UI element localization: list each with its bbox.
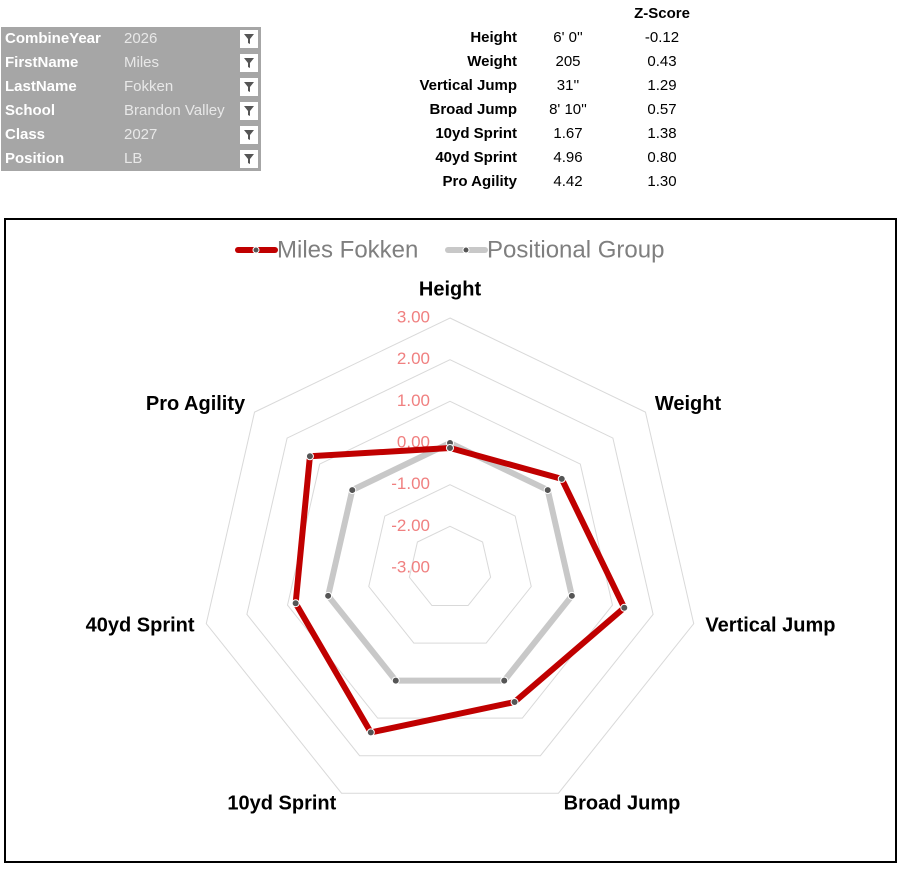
slicer-label: LastName xyxy=(5,78,77,95)
axis-label: Height xyxy=(419,278,482,300)
data-point xyxy=(557,474,566,483)
series-line xyxy=(292,445,628,736)
row-zscore: 0.80 xyxy=(647,149,676,166)
legend-label[interactable]: Miles Fokken xyxy=(277,236,418,263)
data-point xyxy=(567,591,576,600)
legend-label[interactable]: Positional Group xyxy=(487,236,664,263)
slicer-value: LB xyxy=(124,150,142,167)
slicer-row xyxy=(1,99,261,123)
row-label: Height xyxy=(470,29,517,46)
filter-icon xyxy=(244,82,254,92)
slicer-value: Brandon Valley xyxy=(124,102,225,119)
grid-ring xyxy=(368,484,532,644)
slicer-value: 2026 xyxy=(124,30,157,47)
legend-marker xyxy=(462,246,470,254)
slicer-label: School xyxy=(5,102,55,119)
y-tick-label: 1.00 xyxy=(397,391,430,410)
legend-marker xyxy=(252,246,260,254)
data-point xyxy=(620,603,629,612)
filter-icon xyxy=(244,58,254,68)
row-zscore: 0.57 xyxy=(647,101,676,118)
row-label: 10yd Sprint xyxy=(435,125,517,142)
series-line xyxy=(325,440,575,684)
y-tick-label: -2.00 xyxy=(391,516,430,535)
row-value: 1.67 xyxy=(553,125,582,142)
row-label: Weight xyxy=(467,53,517,70)
slicer-row xyxy=(1,51,261,75)
row-label: Vertical Jump xyxy=(419,77,517,94)
row-label: 40yd Sprint xyxy=(435,149,517,166)
data-point xyxy=(348,486,357,495)
axis-label: 40yd Sprint xyxy=(86,615,195,637)
axis-label: Broad Jump xyxy=(564,792,681,814)
data-point xyxy=(446,444,454,452)
row-zscore: 1.30 xyxy=(647,173,676,190)
slicer-label: FirstName xyxy=(5,54,78,71)
table-header: Z-Score xyxy=(634,5,690,22)
row-value: 4.42 xyxy=(553,173,582,190)
row-zscore: 0.43 xyxy=(647,53,676,70)
grid-ring xyxy=(205,317,695,794)
filter-icon xyxy=(244,130,254,140)
data-point xyxy=(324,591,333,600)
grid-ring xyxy=(408,525,492,607)
slicer-value: Fokken xyxy=(124,78,173,95)
grid-ring xyxy=(246,359,654,757)
slicer-label: Class xyxy=(5,126,45,143)
data-point xyxy=(391,676,400,685)
row-value: 31'' xyxy=(557,77,580,94)
slicer-label: Position xyxy=(5,150,64,167)
row-value: 6' 0'' xyxy=(553,29,583,46)
data-point xyxy=(305,452,314,461)
slicer-value: 2027 xyxy=(124,126,157,143)
row-zscore: 1.38 xyxy=(647,125,676,142)
slicer-row xyxy=(1,147,261,171)
axis-label: Weight xyxy=(655,393,722,415)
row-zscore: -0.12 xyxy=(645,29,679,46)
row-label: Broad Jump xyxy=(429,101,517,118)
axis-label: Vertical Jump xyxy=(705,615,835,637)
data-point xyxy=(500,676,509,685)
data-point xyxy=(291,599,300,608)
row-value: 205 xyxy=(555,53,580,70)
row-label: Pro Agility xyxy=(443,173,518,190)
y-tick-label: -3.00 xyxy=(391,557,430,576)
axis-label: 10yd Sprint xyxy=(227,792,336,814)
filter-icon xyxy=(244,106,254,116)
axis-label: Pro Agility xyxy=(146,393,246,415)
slicer-row xyxy=(1,27,261,51)
row-value: 4.96 xyxy=(553,149,582,166)
filter-icon xyxy=(244,154,254,164)
chart-frame xyxy=(4,218,897,863)
y-tick-label: 3.00 xyxy=(397,307,430,326)
data-point xyxy=(510,698,519,707)
row-zscore: 1.29 xyxy=(647,77,676,94)
data-point xyxy=(543,486,552,495)
y-tick-label: 2.00 xyxy=(397,349,430,368)
slicer-row xyxy=(1,75,261,99)
slicer-label: CombineYear xyxy=(5,30,101,47)
y-tick-label: -1.00 xyxy=(391,474,430,493)
slicer-row xyxy=(1,123,261,147)
filter-icon xyxy=(244,34,254,44)
row-value: 8' 10'' xyxy=(549,101,587,118)
slicer-value: Miles xyxy=(124,54,159,71)
data-point xyxy=(366,728,375,737)
